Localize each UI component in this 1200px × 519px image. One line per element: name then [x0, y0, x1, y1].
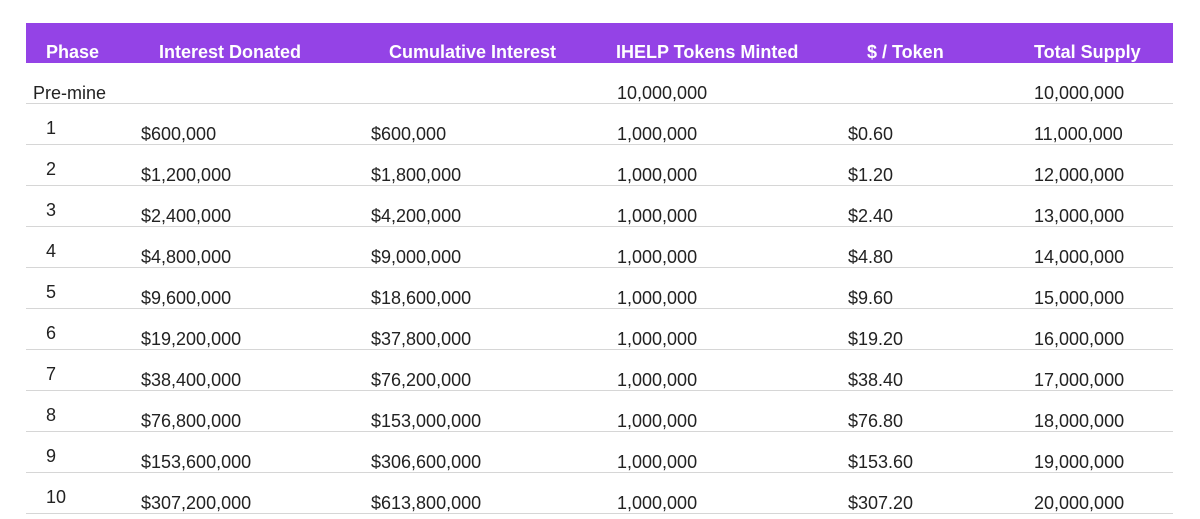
cell-price-per-token: $1.20 — [848, 165, 894, 185]
header-phase: Phase — [46, 42, 100, 62]
cell-tokens-minted: 1,000,000 — [617, 370, 698, 390]
table-row: 6 $19,200,000 $37,800,000 1,000,000 $19.20 16… — [26, 309, 1173, 350]
cell-interest-donated: $38,400,000 — [141, 370, 242, 390]
cell-total-supply: 20,000,000 — [1034, 493, 1125, 513]
cell-tokens-minted: 1,000,000 — [617, 288, 698, 308]
cell-phase: 10 — [46, 487, 67, 507]
cell-tokens-minted: 1,000,000 — [617, 411, 698, 431]
cell-total-supply: 11,000,000 — [1034, 124, 1123, 144]
cell-tokens-minted: 1,000,000 — [617, 247, 698, 267]
table-row: 8 $76,800,000 $153,000,000 1,000,000 $76.80 1… — [26, 391, 1173, 432]
cell-total-supply: 14,000,000 — [1034, 247, 1125, 267]
table-row: 2 $1,200,000 $1,800,000 1,000,000 $1.20 12,00… — [26, 145, 1173, 186]
cell-cumulative-interest: $37,800,000 — [371, 329, 472, 349]
cell-interest-donated: $2,400,000 — [141, 206, 232, 226]
cell-total-supply: 13,000,000 — [1034, 206, 1125, 226]
cell-interest-donated: $153,600,000 — [141, 452, 252, 472]
cell-interest-donated: $19,200,000 — [141, 329, 242, 349]
cell-total-supply: 10,000,000 — [1034, 83, 1125, 103]
table-row: 3 $2,400,000 $4,200,000 1,000,000 $2.40 13,00… — [26, 186, 1173, 227]
cell-interest-donated: $76,800,000 — [141, 411, 242, 431]
cell-cumulative-interest: $600,000 — [371, 124, 447, 144]
header-tokens-minted: IHELP Tokens Minted — [616, 42, 799, 62]
cell-cumulative-interest: $306,600,000 — [371, 452, 482, 472]
cell-price-per-token: $19.20 — [848, 329, 904, 349]
cell-phase: 3 — [46, 200, 57, 220]
cell-phase: 8 — [46, 405, 57, 425]
header-interest-donated: Interest Donated — [159, 42, 302, 62]
cell-cumulative-interest: $9,000,000 — [371, 247, 462, 267]
table-row-premine: Pre-mine 10,000,000 10,000,000 — [26, 63, 1173, 104]
cell-tokens-minted: 1,000,000 — [617, 493, 698, 513]
cell-interest-donated: $307,200,000 — [141, 493, 252, 513]
table-body: Pre-mine 10,000,000 10,000,000 1 $600,000 $60… — [26, 63, 1173, 514]
cell-price-per-token: $307.20 — [848, 493, 914, 513]
cell-total-supply: 17,000,000 — [1034, 370, 1125, 390]
cell-cumulative-interest: $18,600,000 — [371, 288, 472, 308]
cell-cumulative-interest: $4,200,000 — [371, 206, 462, 226]
cell-tokens-minted: 1,000,000 — [617, 124, 698, 144]
cell-interest-donated: $1,200,000 — [141, 165, 232, 185]
table-row: 7 $38,400,000 $76,200,000 1,000,000 $38.40 17… — [26, 350, 1173, 391]
cell-phase: 4 — [46, 241, 57, 261]
cell-cumulative-interest: $76,200,000 — [371, 370, 472, 390]
header-price-per-token: $ / Token — [867, 42, 944, 62]
cell-tokens-minted: 1,000,000 — [617, 206, 698, 226]
cell-total-supply: 18,000,000 — [1034, 411, 1125, 431]
token-issuance-table: Phase Interest Donated Cumulative Intere… — [26, 23, 1173, 514]
cell-phase: 6 — [46, 323, 57, 343]
cell-tokens-minted: 10,000,000 — [617, 83, 708, 103]
cell-phase: 2 — [46, 159, 57, 179]
cell-cumulative-interest: $1,800,000 — [371, 165, 462, 185]
cell-price-per-token: $2.40 — [848, 206, 894, 226]
cell-total-supply: 16,000,000 — [1034, 329, 1125, 349]
cell-price-per-token: $0.60 — [848, 124, 894, 144]
table-row: 9 $153,600,000 $306,600,000 1,000,000 $153.6… — [26, 432, 1173, 473]
cell-price-per-token: $76.80 — [848, 411, 904, 431]
cell-total-supply: 12,000,000 — [1034, 165, 1125, 185]
cell-interest-donated: $9,600,000 — [141, 288, 232, 308]
cell-interest-donated: $4,800,000 — [141, 247, 232, 267]
table-header-row: Phase Interest Donated Cumulative Intere… — [26, 23, 1173, 63]
table-row: 10 $307,200,000 $613,800,000 1,000,000 $307.… — [26, 473, 1173, 514]
cell-phase: 1 — [46, 118, 57, 138]
cell-cumulative-interest: $613,800,000 — [371, 493, 482, 513]
cell-phase: Pre-mine — [33, 83, 107, 103]
cell-price-per-token: $38.40 — [848, 370, 904, 390]
cell-total-supply: 19,000,000 — [1034, 452, 1125, 472]
header-total-supply: Total Supply — [1034, 42, 1141, 62]
cell-interest-donated: $600,000 — [141, 124, 217, 144]
cell-price-per-token: $153.60 — [848, 452, 914, 472]
cell-tokens-minted: 1,000,000 — [617, 329, 698, 349]
cell-phase: 7 — [46, 364, 57, 384]
cell-phase: 9 — [46, 446, 57, 466]
table-row: 5 $9,600,000 $18,600,000 1,000,000 $9.60 15,0… — [26, 268, 1173, 309]
cell-price-per-token: $9.60 — [848, 288, 894, 308]
header-cumulative-interest: Cumulative Interest — [389, 42, 557, 62]
cell-total-supply: 15,000,000 — [1034, 288, 1125, 308]
cell-cumulative-interest: $153,000,000 — [371, 411, 482, 431]
cell-phase: 5 — [46, 282, 57, 302]
cell-price-per-token: $4.80 — [848, 247, 894, 267]
cell-tokens-minted: 1,000,000 — [617, 452, 698, 472]
cell-tokens-minted: 1,000,000 — [617, 165, 698, 185]
table-row: 1 $600,000 $600,000 1,000,000 $0.60 11,000,00… — [26, 104, 1173, 145]
table-row: 4 $4,800,000 $9,000,000 1,000,000 $4.80 14,00… — [26, 227, 1173, 268]
